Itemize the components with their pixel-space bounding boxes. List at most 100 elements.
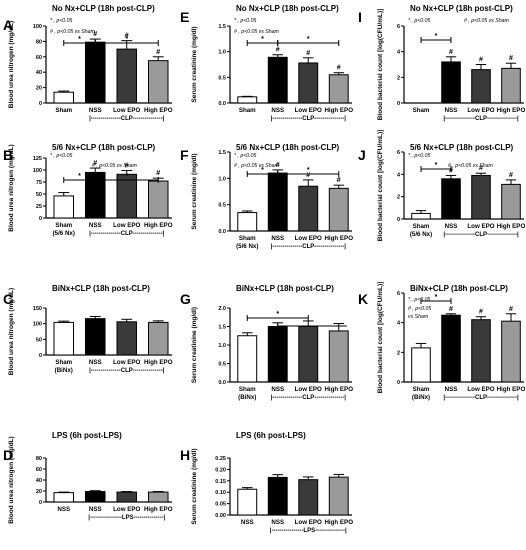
bar xyxy=(501,320,521,383)
y-axis-label: Blood urea nitrogen (mg/dL) xyxy=(8,436,15,523)
panel-letter: J xyxy=(358,147,366,163)
significance-star: * xyxy=(435,162,438,169)
panel-letter: C xyxy=(3,291,13,307)
bar xyxy=(147,180,169,219)
significance-marker: # xyxy=(449,306,453,313)
bar xyxy=(471,319,491,383)
category-label: Sham xyxy=(55,222,72,229)
panel-letter: B xyxy=(3,147,13,163)
bar xyxy=(298,62,319,104)
bar xyxy=(237,96,258,104)
category-label: Low EPO xyxy=(113,222,140,229)
bar xyxy=(84,41,106,104)
bar xyxy=(267,56,288,104)
category-label: NSS xyxy=(445,386,458,393)
panel-letter: D xyxy=(3,447,13,463)
panel-i: I No Nx+CLP (18h post-CLP) Blood bacterial… xyxy=(358,4,525,122)
legend-entry: * , p<0.05 xyxy=(234,153,256,159)
y-tick-label: 0.00 xyxy=(215,513,226,519)
category-label: NSS xyxy=(445,107,458,114)
y-tick-label: 0.0 xyxy=(218,229,226,235)
bar xyxy=(237,335,258,383)
category-label: Low EPO xyxy=(467,107,494,114)
panel-e: E No Nx+CLP (18h post-CLP) Serum creatinin… xyxy=(180,4,353,122)
significance-star: * xyxy=(125,173,128,180)
y-tick-label: 0 xyxy=(39,216,42,222)
significance-marker: # xyxy=(125,33,129,40)
panel-title: BiNx+CLP (18h post-CLP) xyxy=(236,284,334,293)
legend-entry: # , p<0.05 vs Sham xyxy=(448,163,494,169)
bar xyxy=(53,321,75,356)
y-tick-label: 4 xyxy=(397,172,401,178)
y-tick-label: 0 xyxy=(397,101,400,107)
significance-marker: # xyxy=(509,172,513,179)
significance-marker: # xyxy=(276,162,280,169)
panel-title: 5/6 Nx+CLP (18h post-CLP) xyxy=(236,143,340,152)
y-axis-label: Blood urea nitrogen (mg/dL) xyxy=(8,21,15,108)
bar xyxy=(328,187,349,232)
bar xyxy=(411,212,431,220)
y-axis-label: Serum creatinine (mg/dl) xyxy=(191,26,198,102)
significance-star: * xyxy=(125,36,128,43)
significance-marker: # xyxy=(479,57,483,64)
category-label: Low EPO xyxy=(113,506,140,513)
y-axis-label: Serum creatinine (mg/dl) xyxy=(191,307,198,383)
bar xyxy=(84,491,106,503)
y-tick-label: 2 xyxy=(397,350,400,356)
category-label: Low EPO xyxy=(113,359,140,366)
bar xyxy=(53,195,75,219)
bar xyxy=(267,326,288,383)
group-label: |----------------LPS---------------| xyxy=(270,528,347,534)
significance-star: * xyxy=(78,173,81,180)
y-tick-label: 1.5 xyxy=(218,24,226,30)
category-label: NSS xyxy=(89,222,102,229)
bar xyxy=(441,61,461,104)
y-axis-label: Blood urea nitrogen (mg/dL) xyxy=(8,288,15,375)
bar xyxy=(53,91,75,104)
legend-entry: # , p<0.05 vs Sham xyxy=(234,163,280,169)
y-tick-label: 0.5 xyxy=(218,203,226,209)
category-label: Low EPO xyxy=(295,519,322,526)
category-label: NSS xyxy=(271,386,284,393)
panel-letter: F xyxy=(180,147,189,163)
category-sublabel: (BiNx) xyxy=(238,394,256,401)
y-axis-label: Blood bacterial count [log(CFU/mL)] xyxy=(377,130,384,242)
y-tick-label: 75 xyxy=(36,180,42,186)
significance-star: * xyxy=(307,36,310,43)
y-tick-label: 0 xyxy=(39,353,42,359)
y-tick-label: 0 xyxy=(39,500,42,506)
panel-g: G BiNx+CLP (18h post-CLP) Serum creatinine… xyxy=(180,284,353,401)
y-tick-label: 0.20 xyxy=(215,467,226,473)
bar xyxy=(501,67,521,104)
panel-letter: G xyxy=(180,291,191,307)
category-label: NSS xyxy=(271,235,284,242)
bar xyxy=(298,326,319,383)
panel-title: BiNx+CLP (18h post-CLP) xyxy=(410,284,508,293)
y-axis-label: Serum creatinine (mg/dl) xyxy=(191,153,198,229)
panel-k: K BiNx+CLP (18h post-CLP) Blood bacterial … xyxy=(358,282,525,401)
category-label: NSS xyxy=(271,519,284,526)
y-axis-label: Serum creatinine (mg/dl) xyxy=(191,448,198,524)
panel-title: 5/6 Nx+CLP (18h post-CLP) xyxy=(410,143,514,152)
bar xyxy=(267,476,288,516)
y-tick-label: 6 xyxy=(397,291,400,297)
y-tick-label: 4 xyxy=(397,50,401,56)
legend-entry: * , p<0.05 xyxy=(408,18,430,24)
significance-marker: # xyxy=(306,50,310,57)
category-sublabel: (5/6 Nx) xyxy=(236,243,258,250)
panel-j: J 5/6 Nx+CLP (18h post-CLP) Blood bacteria… xyxy=(358,130,525,242)
panel-title: LPS (6h post-LPS) xyxy=(236,431,306,440)
bar xyxy=(147,321,169,356)
category-label: High EPO xyxy=(144,506,173,513)
bar xyxy=(84,318,106,356)
y-tick-label: 1.0 xyxy=(218,343,226,349)
legend-entry: # , p<0.05 vs Sham xyxy=(464,18,510,24)
panel-title: LPS (6h post-LPS) xyxy=(52,431,122,440)
y-tick-label: 25 xyxy=(36,204,42,210)
panel-title: BiNx+CLP (18h post-CLP) xyxy=(52,284,150,293)
category-sublabel: (5/6 Nx) xyxy=(53,230,75,237)
category-label: NSS xyxy=(89,359,102,366)
legend-entry: * , p<0.05 xyxy=(408,153,430,159)
bar xyxy=(441,178,461,220)
bar xyxy=(147,60,169,104)
